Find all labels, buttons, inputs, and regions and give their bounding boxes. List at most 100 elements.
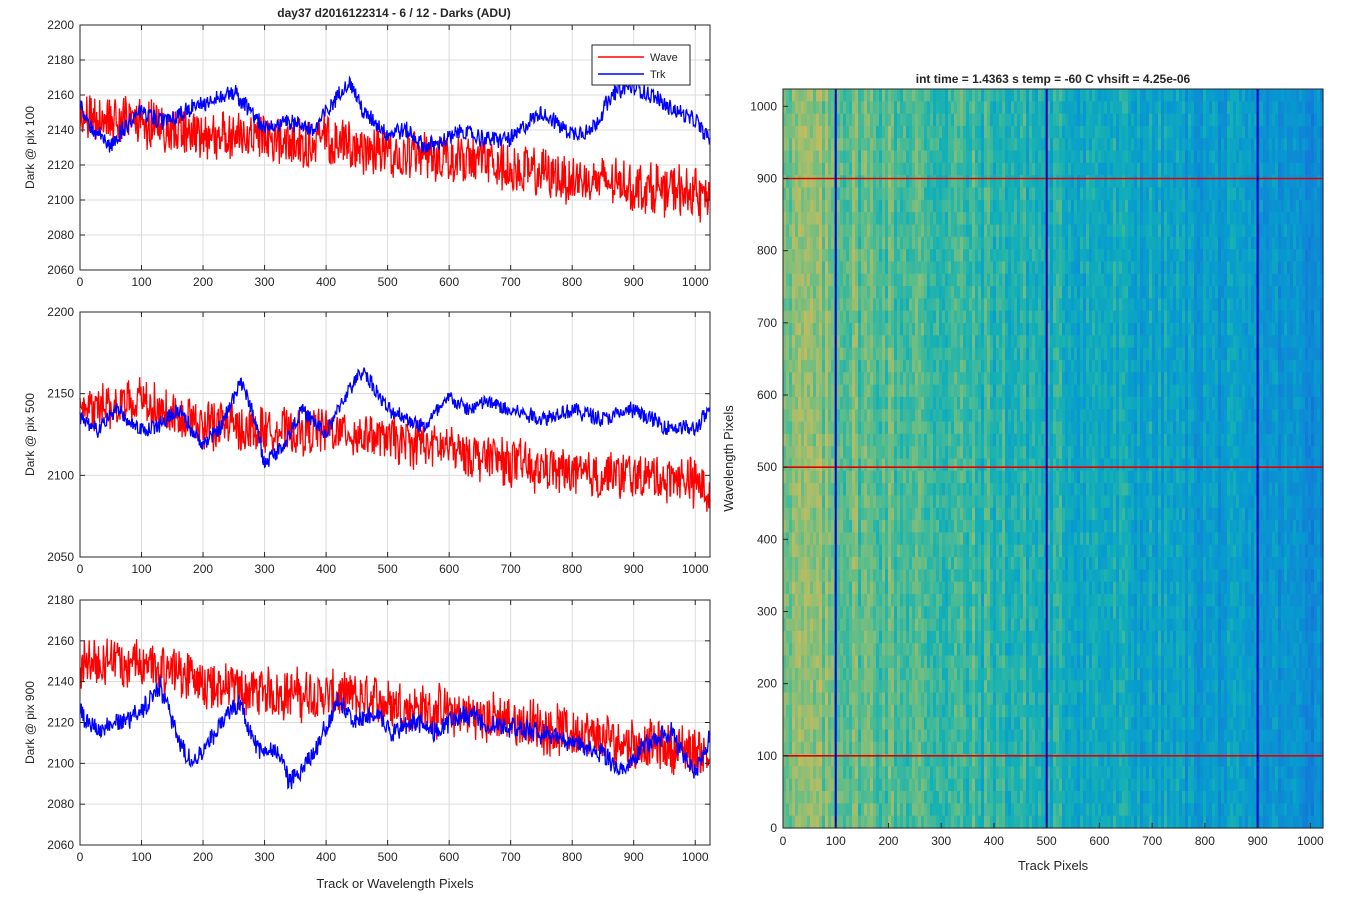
- heatmap-cell: [1239, 372, 1243, 386]
- heatmap-cell: [792, 347, 796, 361]
- heatmap-cell: [1251, 384, 1255, 398]
- heatmap-cell: [1299, 310, 1303, 324]
- heatmap-cell: [1023, 101, 1027, 115]
- heatmap-cell: [1218, 384, 1222, 398]
- heatmap-cell: [810, 89, 814, 102]
- heatmap-cell: [1233, 125, 1237, 139]
- heatmap-cell: [885, 298, 889, 312]
- heatmap-cell: [1110, 323, 1114, 336]
- heatmap-cell: [1287, 162, 1291, 176]
- heatmap-cell: [1293, 175, 1297, 189]
- heatmap-cell: [1122, 150, 1126, 164]
- heatmap-cell: [1143, 396, 1147, 410]
- heatmap-cell: [936, 199, 940, 213]
- heatmap-cell: [999, 335, 1003, 349]
- heatmap-cell: [1122, 384, 1126, 398]
- heatmap-cell: [1278, 89, 1282, 102]
- heatmap-cell: [882, 138, 886, 152]
- heatmap-cell: [909, 286, 913, 299]
- heatmap-cell: [1086, 236, 1090, 250]
- heatmap-cell: [1185, 89, 1189, 102]
- x-tick-label: 0: [77, 275, 84, 289]
- heatmap-cell: [1137, 286, 1141, 299]
- heatmap-cell: [990, 396, 994, 410]
- heatmap-cell: [870, 89, 874, 102]
- heatmap-cell: [804, 249, 808, 263]
- heatmap-cell: [969, 286, 973, 299]
- heatmap-cell: [1206, 396, 1210, 410]
- heatmap-cell: [1176, 359, 1180, 373]
- heatmap-cell: [1194, 335, 1198, 349]
- heatmap-cell: [870, 310, 874, 324]
- heatmap-cell: [927, 249, 931, 263]
- heatmap-cell: [1116, 138, 1120, 152]
- heatmap-cell: [1320, 101, 1324, 115]
- heatmap-cell: [1242, 199, 1246, 213]
- heatmap-cell: [1116, 175, 1120, 189]
- heatmap-cell: [897, 286, 901, 299]
- heatmap-cell: [1140, 236, 1144, 250]
- heatmap-cell: [942, 212, 946, 226]
- heatmap-cell: [909, 323, 913, 336]
- heatmap-cell: [1125, 113, 1129, 127]
- heatmap-cell: [987, 236, 991, 250]
- heatmap-cell: [1005, 89, 1009, 102]
- heatmap-cell: [894, 249, 898, 263]
- heatmap-cell: [1032, 125, 1036, 139]
- heatmap-cell: [981, 236, 985, 250]
- heatmap-cell: [1317, 224, 1321, 238]
- heatmap-cell: [1266, 199, 1270, 213]
- heatmap-cell: [1071, 224, 1075, 238]
- heatmap-cell: [825, 125, 829, 139]
- heatmap-cell: [1161, 138, 1165, 152]
- heatmap-cell: [1089, 162, 1093, 176]
- heatmap-cell: [990, 323, 994, 336]
- heatmap-cell: [1194, 249, 1198, 263]
- heatmap-cell: [792, 409, 796, 423]
- heatmap-cell: [1023, 113, 1027, 127]
- heatmap-cell: [867, 162, 871, 176]
- heatmap-cell: [1197, 236, 1201, 250]
- heatmap-cell: [819, 89, 823, 102]
- heatmap-cell: [981, 224, 985, 238]
- heatmap-cell: [951, 89, 955, 102]
- heatmap-cell: [1299, 236, 1303, 250]
- heatmap-cell: [1197, 347, 1201, 361]
- heatmap-cell: [1302, 273, 1306, 287]
- heatmap-cell: [918, 113, 922, 127]
- heatmap-cell: [870, 187, 874, 201]
- heatmap-cell: [1245, 113, 1249, 127]
- heatmap-cell: [1017, 310, 1021, 324]
- heatmap-cell: [1257, 236, 1261, 250]
- heatmap-cell: [1002, 236, 1006, 250]
- heatmap-cell: [846, 298, 850, 312]
- heatmap-cell: [1311, 175, 1315, 189]
- heatmap-cell: [900, 249, 904, 263]
- heatmap-cell: [1167, 249, 1171, 263]
- heatmap-cell: [1236, 187, 1240, 201]
- heatmap-cell: [894, 101, 898, 115]
- heatmap-cell: [1239, 175, 1243, 189]
- heatmap-cell: [1173, 187, 1177, 201]
- heatmap-cell: [1218, 310, 1222, 324]
- y-tick-label: 2180: [47, 53, 74, 67]
- heatmap-cell: [1017, 298, 1021, 312]
- heatmap-cell: [942, 125, 946, 139]
- heatmap-cell: [813, 286, 817, 299]
- heatmap-cell: [1134, 224, 1138, 238]
- heatmap-cell: [1092, 286, 1096, 299]
- heatmap-cell: [972, 162, 976, 176]
- heatmap-cell: [801, 298, 805, 312]
- heatmap-cell: [795, 224, 799, 238]
- heatmap-cell: [1104, 162, 1108, 176]
- heatmap-cell: [1122, 261, 1126, 275]
- heatmap-cell: [939, 101, 943, 115]
- heatmap-cell: [894, 224, 898, 238]
- heatmap-cell: [825, 101, 829, 115]
- heatmap-cell: [1062, 224, 1066, 238]
- heatmap-cell: [996, 199, 1000, 213]
- heatmap-cell: [1227, 138, 1231, 152]
- heatmap-cell: [984, 396, 988, 410]
- heatmap-cell: [1086, 224, 1090, 238]
- heatmap-cell: [1053, 372, 1057, 386]
